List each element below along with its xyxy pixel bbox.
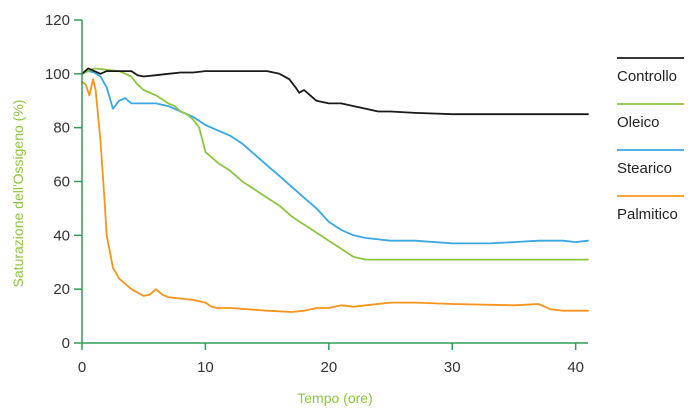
legend-label: Oleico <box>617 114 660 131</box>
y-tick-label: 60 <box>53 174 70 191</box>
series-layer <box>81 67 589 313</box>
y-tick-label: 80 <box>53 120 70 137</box>
y-tick-label: 40 <box>53 227 70 244</box>
axes-layer: 0 20 40 60 80 100 120 0 10 20 30 40 Tempo (ore) Satur… <box>10 12 588 406</box>
y-tick-label: 0 <box>62 335 70 352</box>
y-tick-label: 120 <box>45 12 70 29</box>
x-tick-label: 10 <box>197 359 214 376</box>
x-tick-label: 30 <box>444 359 461 376</box>
series-line-stearico <box>81 70 589 245</box>
series-line-oleico <box>81 67 589 261</box>
x-axis-title: Tempo (ore) <box>297 390 372 406</box>
legend-item-stearico: Stearico <box>617 149 684 177</box>
legend-item-palmitico: Palmitico <box>617 195 684 223</box>
legend-label: Palmitico <box>617 206 678 223</box>
x-tick-label: 40 <box>567 359 584 376</box>
x-tick-label: 20 <box>320 359 337 376</box>
series-line-palmitico <box>81 78 589 313</box>
series-line-controllo <box>81 67 589 116</box>
legend-label: Controllo <box>617 68 677 85</box>
legend-item-controllo: Controllo <box>617 57 684 85</box>
legend-item-oleico: Oleico <box>617 103 684 131</box>
legend: Controllo Oleico Stearico Palmitico <box>617 57 684 223</box>
y-tick-label: 20 <box>53 281 70 298</box>
x-tick-label: 0 <box>78 359 86 376</box>
legend-label: Stearico <box>617 160 672 177</box>
y-axis-title: Saturazione dell'Ossigeno (%) <box>10 100 26 288</box>
y-tick-label: 100 <box>45 66 70 83</box>
